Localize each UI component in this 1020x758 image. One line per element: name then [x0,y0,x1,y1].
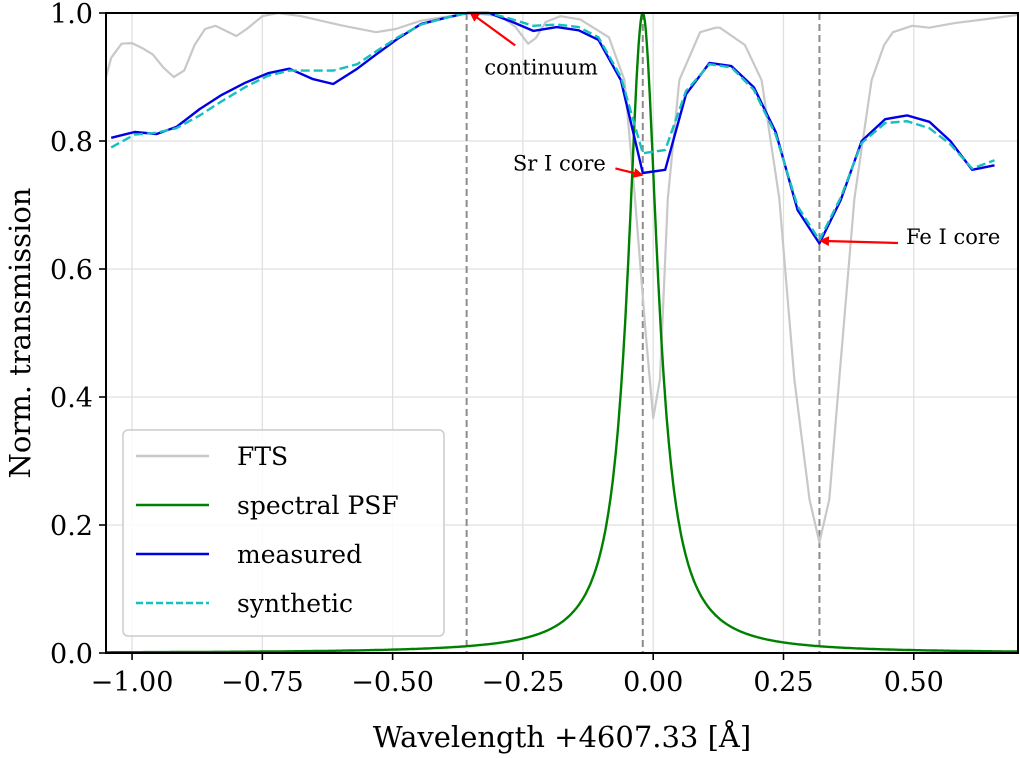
x-tick-label: −0.50 [351,667,434,698]
y-tick-label: 0.2 [50,511,93,542]
series-spectral-psf [106,11,1018,653]
x-tick-label: −0.25 [482,667,565,698]
annotation-label: Sr I core [513,151,606,175]
x-tick-label: 0.25 [753,667,813,698]
annotation-label: continuum [484,55,598,79]
y-tick-label: 0.8 [50,127,93,158]
annotations: continuum Sr I core Fe I core [469,11,1000,249]
vertical-markers [465,13,821,653]
ticks: −1.00 −0.75 −0.50 −0.25 0.00 0.25 0.50 0.0 0.2 0.… [50,0,944,698]
legend-label: synthetic [237,589,353,618]
legend-label: FTS [237,442,288,471]
series-fts [106,11,1018,544]
y-axis-label: Norm. transmission [3,188,37,479]
y-tick-label: 1.0 [50,0,93,30]
annotation-arrow [819,236,898,247]
y-tick-label: 0.0 [50,639,93,670]
plot-frame [105,12,1019,654]
x-tick-label: 0.50 [884,667,944,698]
series [106,11,1018,653]
legend-box [122,429,445,637]
x-tick-label: −1.00 [91,667,174,698]
series-measured [110,11,995,245]
y-tick-label: 0.4 [50,383,93,414]
annotation-arrow [615,167,644,178]
legend: FTS spectral PSF measured synthetic [122,429,445,637]
annotation-label: Fe I core [906,225,1000,249]
annotation-arrow [469,11,516,47]
x-tick-label: 0.00 [623,667,683,698]
y-tick-label: 0.6 [50,255,93,286]
x-axis-label: Wavelength +4607.33 [Å] [373,719,751,754]
x-tick-label: −0.75 [221,667,304,698]
series-synthetic [110,11,995,242]
legend-label: spectral PSF [237,491,399,520]
legend-label: measured [237,540,362,569]
